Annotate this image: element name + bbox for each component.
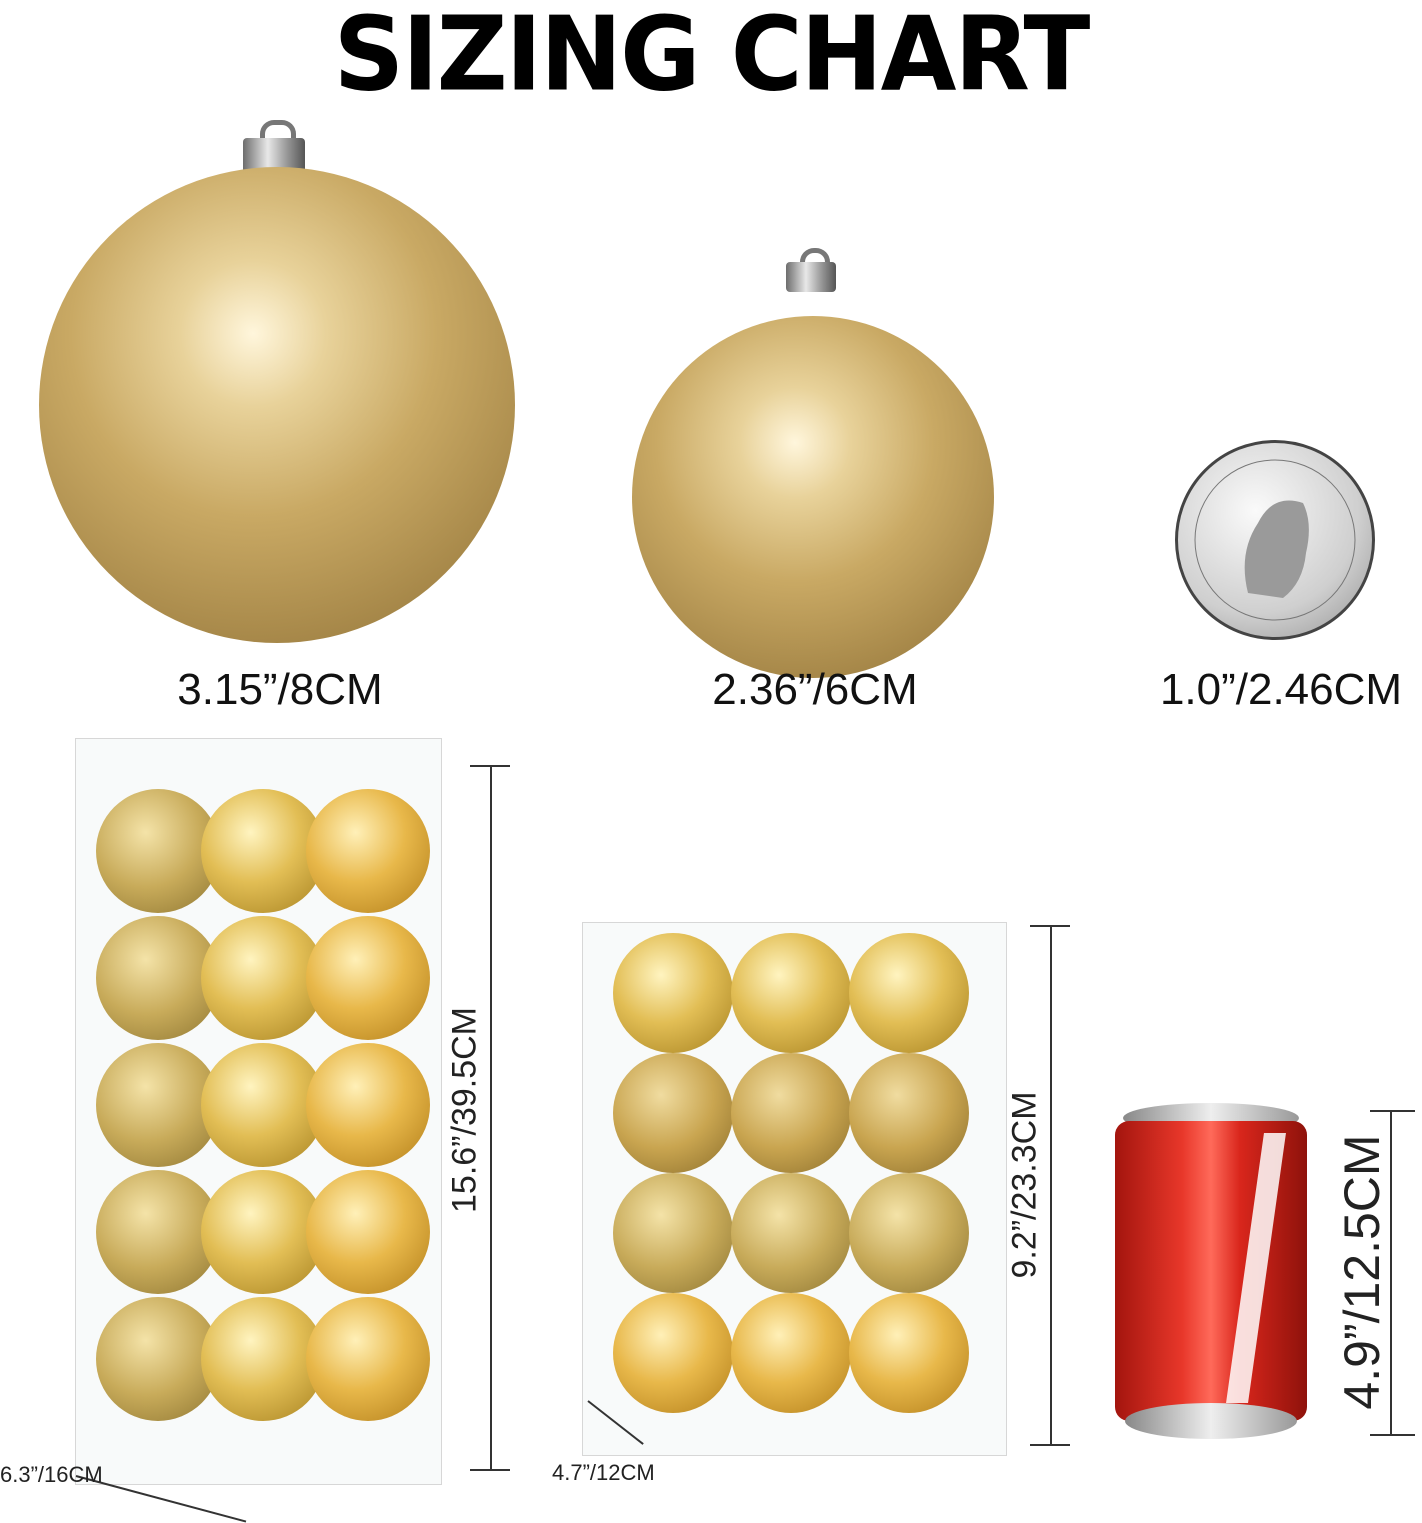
ornament-in-box (201, 789, 325, 913)
ornament-in-box (613, 1173, 733, 1293)
ornament-in-box (849, 933, 969, 1053)
tall-ornament-box (75, 738, 442, 1485)
ornament-in-box (96, 916, 220, 1040)
large-ball-size-label: 3.15”/8CM (177, 665, 383, 714)
short-box-height-label: 9.2”/23.3CM (1005, 1091, 1044, 1279)
page-title: SIZING CHART (333, 0, 1091, 115)
ornament-in-box (849, 1293, 969, 1413)
ornament-in-box (201, 916, 325, 1040)
ornament-in-box (96, 1297, 220, 1421)
tick (1370, 1110, 1415, 1112)
ornament-in-box (306, 1297, 430, 1421)
can-height-line (1390, 1110, 1392, 1435)
ornament-in-box (849, 1173, 969, 1293)
small-ornament-ball (632, 316, 994, 678)
soda-can (1115, 1103, 1307, 1443)
ornament-in-box (306, 789, 430, 913)
small-ball-size-label: 2.36”/6CM (712, 665, 918, 714)
ornament-in-box (306, 1043, 430, 1167)
ornament-in-box (201, 1170, 325, 1294)
tick (470, 1469, 510, 1471)
tall-box-width-label: 6.3”/16CM (0, 1462, 103, 1487)
tick (470, 765, 510, 767)
coin-size-label: 1.0”/2.46CM (1159, 665, 1403, 714)
tick (1370, 1434, 1415, 1436)
ornament-in-box (96, 1043, 220, 1167)
ornament-in-box (201, 1043, 325, 1167)
tall-box-height-line (490, 765, 492, 1470)
large-ball-hook (260, 120, 296, 145)
coin-portrait-icon (1194, 459, 1356, 621)
ornament-in-box (731, 1053, 851, 1173)
tall-box-height-label: 15.6”/39.5CM (445, 1007, 484, 1213)
can-height-label: 4.9”/12.5CM (1334, 1134, 1390, 1410)
tick (1030, 1444, 1070, 1446)
ornament-in-box (731, 1293, 851, 1413)
ornament-in-box (96, 1170, 220, 1294)
tick (1030, 925, 1070, 927)
ornament-in-box (849, 1053, 969, 1173)
ornament-in-box (306, 1170, 430, 1294)
ornament-in-box (96, 789, 220, 913)
ornament-in-box (731, 933, 851, 1053)
short-ornament-box (582, 922, 1007, 1456)
ornament-in-box (613, 1293, 733, 1413)
ornament-in-box (613, 1053, 733, 1173)
large-ornament-ball (39, 167, 515, 643)
small-ball-hook (800, 248, 830, 269)
ornament-in-box (613, 933, 733, 1053)
short-box-height-line (1050, 925, 1052, 1445)
ornament-in-box (201, 1297, 325, 1421)
ornament-in-box (731, 1173, 851, 1293)
small-ball-cap (786, 262, 836, 292)
quarter-coin (1175, 440, 1375, 640)
ornament-in-box (306, 916, 430, 1040)
short-box-width-label: 4.7”/12CM (552, 1460, 655, 1485)
